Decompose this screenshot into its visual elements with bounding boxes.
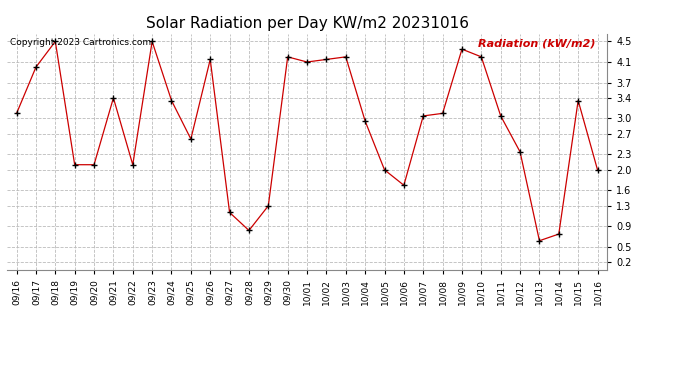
Title: Solar Radiation per Day KW/m2 20231016: Solar Radiation per Day KW/m2 20231016	[146, 16, 469, 31]
Text: Copyright 2023 Cartronics.com: Copyright 2023 Cartronics.com	[10, 39, 151, 48]
Text: Radiation (kW/m2): Radiation (kW/m2)	[477, 39, 595, 48]
